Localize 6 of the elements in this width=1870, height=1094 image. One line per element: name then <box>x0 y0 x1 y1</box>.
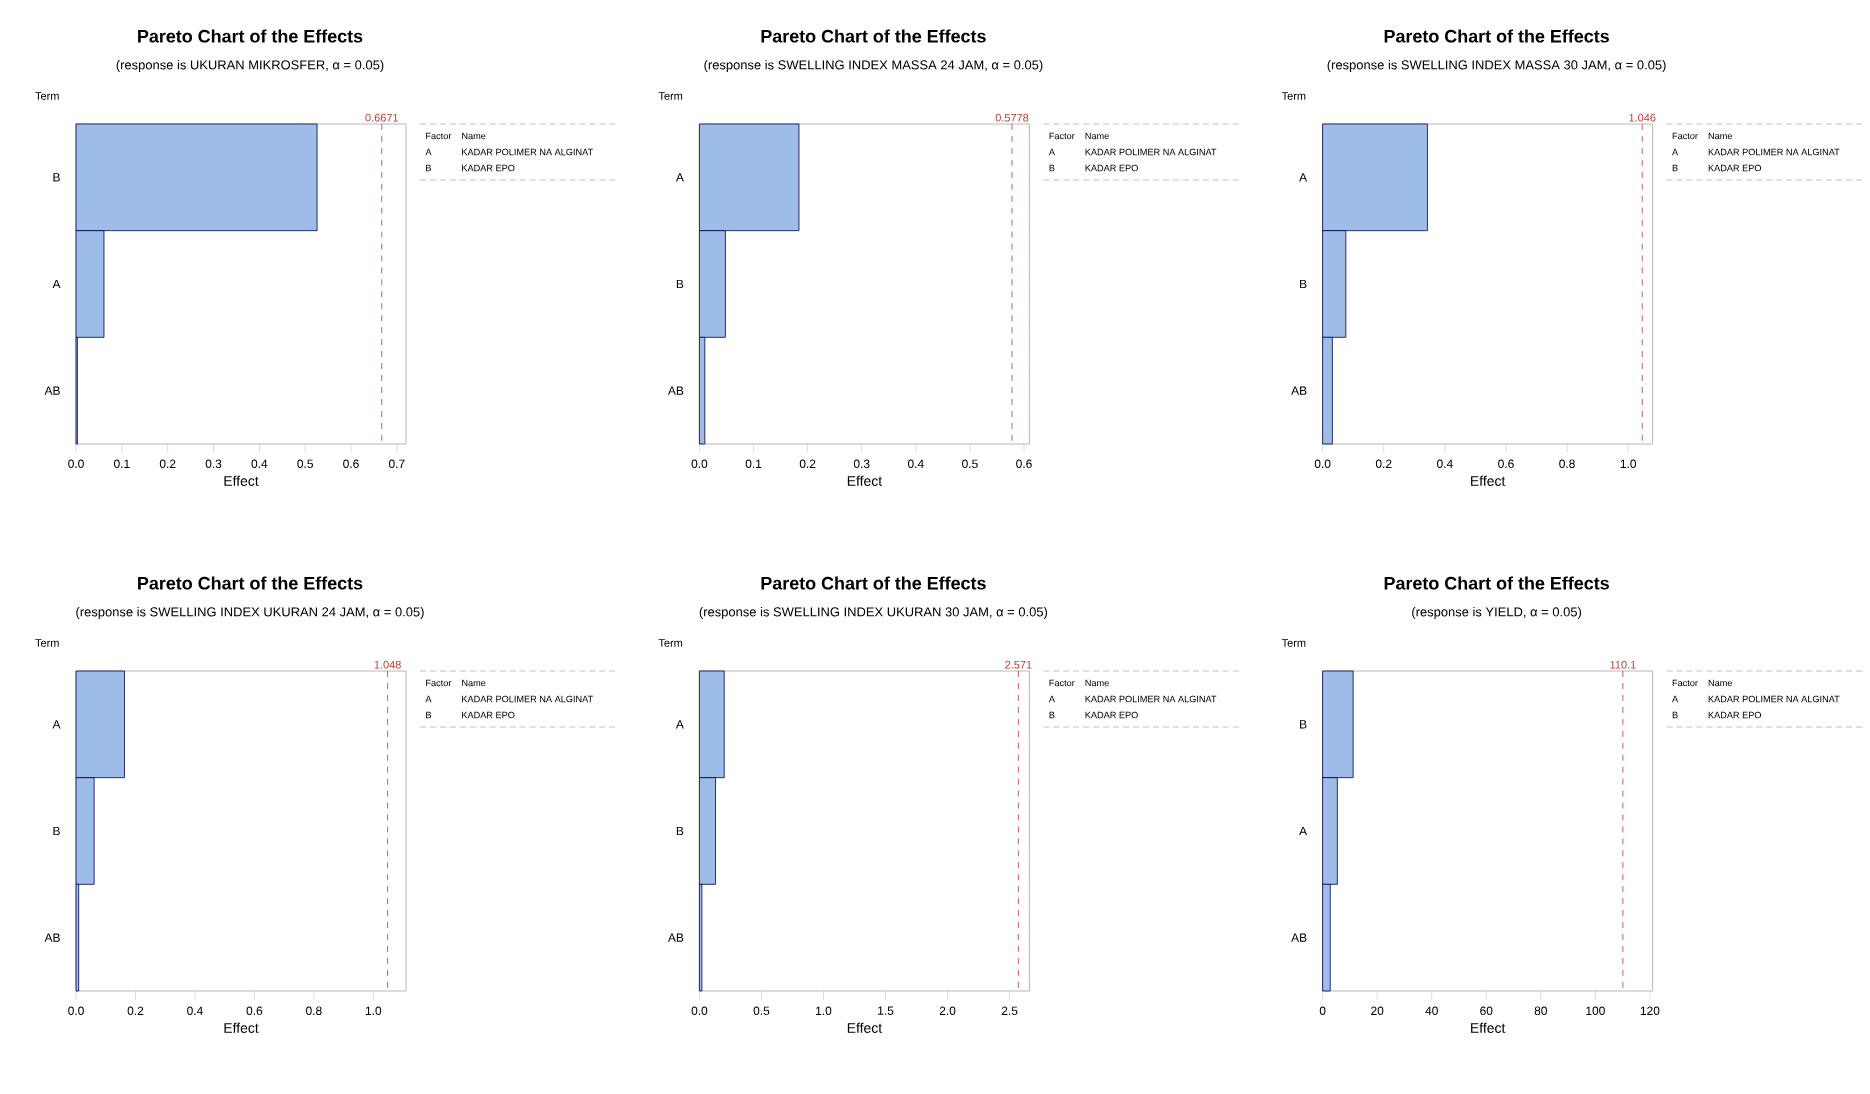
chart-title: Pareto Chart of the Effects <box>761 29 986 43</box>
chart-title: Pareto Chart of the Effects <box>1384 29 1609 43</box>
chart-title: Pareto Chart of the Effects <box>138 576 363 590</box>
chart-title: Pareto Chart of the Effects <box>761 576 986 590</box>
chart-title: Pareto Chart of the Effects <box>1384 576 1609 590</box>
chart-title: Pareto Chart of the Effects <box>138 29 363 43</box>
